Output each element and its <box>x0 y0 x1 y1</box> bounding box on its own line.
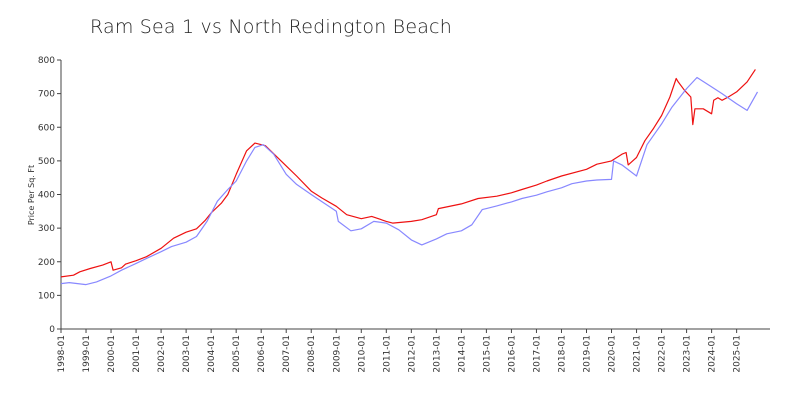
x-tick-label: 2013-01 <box>432 335 442 373</box>
chart-title: Ram Sea 1 vs North Redington Beach <box>90 16 452 38</box>
x-tick-label: 2008-01 <box>307 335 317 373</box>
y-axis-label: Price Per Sq. Ft <box>27 165 36 225</box>
x-tick-label: 2017-01 <box>532 335 542 373</box>
x-tick-label: 2015-01 <box>482 335 492 373</box>
x-tick-label: 2025-01 <box>733 335 743 373</box>
x-tick-label: 2011-01 <box>382 335 392 373</box>
y-tick-label: 600 <box>38 123 55 133</box>
x-tick-label: 2000-01 <box>107 335 117 373</box>
series-line-2 <box>60 76 759 286</box>
x-tick-label: 2009-01 <box>332 335 342 373</box>
y-tick-label: 400 <box>38 191 55 201</box>
x-tick-label: 2005-01 <box>232 335 242 373</box>
series-line-1 <box>60 69 756 278</box>
y-tick-label: 100 <box>38 291 55 301</box>
x-tick-label: 2020-01 <box>608 335 618 373</box>
x-tick-label: 2003-01 <box>182 335 192 373</box>
x-tick-label: 1998-01 <box>57 335 67 373</box>
y-axis-ticks: 0 100 200 300 400 500 600 700 800 <box>38 56 61 335</box>
x-tick-label: 2024-01 <box>708 335 718 373</box>
x-tick-label: 2012-01 <box>407 335 417 373</box>
x-tick-label: 2016-01 <box>507 335 517 373</box>
x-tick-label: 2007-01 <box>282 335 292 373</box>
x-tick-label: 2019-01 <box>582 335 592 373</box>
x-tick-label: 2018-01 <box>557 335 567 373</box>
x-tick-label: 2004-01 <box>207 335 217 373</box>
chart-axes <box>60 60 770 330</box>
x-axis-ticks: 1998-01 1999-01 2000-01 2001-01 2002-01 2003-… <box>57 329 743 373</box>
x-tick-label: 2002-01 <box>157 335 167 373</box>
y-tick-label: 500 <box>38 157 55 167</box>
x-tick-label: 2023-01 <box>683 335 693 373</box>
x-tick-label: 2014-01 <box>457 335 467 373</box>
x-tick-label: 2006-01 <box>257 335 267 373</box>
x-tick-label: 2022-01 <box>658 335 668 373</box>
y-tick-label: 200 <box>38 258 55 268</box>
y-tick-label: 0 <box>49 325 55 335</box>
y-tick-label: 300 <box>38 224 55 234</box>
x-tick-label: 2010-01 <box>357 335 367 373</box>
x-tick-label: 1999-01 <box>82 335 92 373</box>
series-lines <box>60 69 759 286</box>
y-tick-label: 800 <box>38 56 55 66</box>
y-tick-label: 700 <box>38 90 55 100</box>
x-tick-label: 2001-01 <box>132 335 142 373</box>
x-tick-label: 2021-01 <box>633 335 643 373</box>
